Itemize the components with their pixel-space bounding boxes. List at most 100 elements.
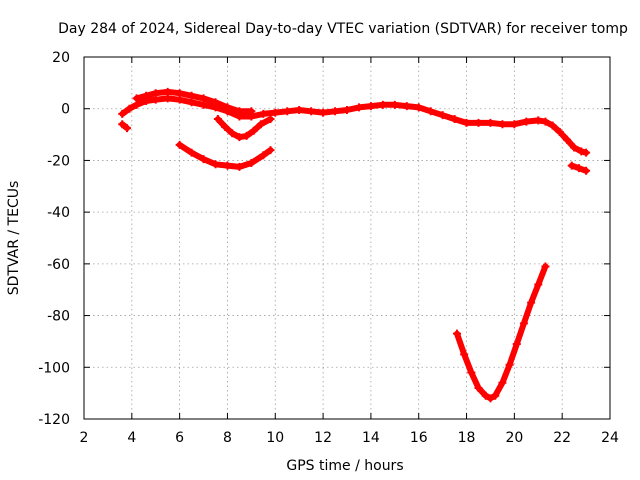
x-axis-label: GPS time / hours	[286, 458, 403, 474]
x-tick-label: 12	[314, 430, 332, 446]
x-tick-label: 4	[127, 430, 136, 446]
x-tick-label: 20	[505, 430, 523, 446]
data-point	[510, 120, 519, 129]
data-point	[426, 107, 435, 116]
y-tick-label: 20	[52, 50, 70, 66]
x-tick-label: 8	[223, 430, 232, 446]
data-point	[378, 100, 387, 109]
data-point	[486, 118, 495, 127]
data-point	[366, 102, 375, 111]
data-point	[125, 104, 134, 113]
data-point	[498, 378, 507, 387]
data-point	[534, 116, 543, 125]
data-point	[519, 319, 528, 328]
data-point	[450, 115, 459, 124]
data-point	[402, 102, 411, 111]
data-point	[199, 94, 208, 103]
data-point	[307, 107, 316, 116]
x-tick-label: 22	[553, 430, 571, 446]
data-point	[163, 87, 172, 96]
data-point	[259, 151, 268, 160]
data-point	[498, 120, 507, 129]
data-point	[235, 107, 244, 116]
data-point	[414, 103, 423, 112]
data-point	[223, 103, 232, 112]
chart-title: Day 284 of 2024, Sidereal Day-to-day VTE…	[58, 21, 628, 37]
data-point	[319, 108, 328, 117]
data-point	[247, 159, 256, 168]
data-point	[548, 121, 557, 130]
x-tick-label: 10	[266, 430, 284, 446]
data-point	[390, 100, 399, 109]
data-point	[527, 298, 536, 307]
data-point	[118, 109, 127, 118]
data-point	[486, 394, 495, 403]
data-point	[467, 368, 476, 377]
data-point	[235, 133, 244, 142]
data-point	[505, 360, 514, 369]
data-point	[223, 161, 232, 170]
data-point	[343, 106, 351, 115]
data-point	[512, 340, 521, 349]
data-point	[249, 126, 258, 135]
data-point	[247, 107, 256, 116]
data-point	[235, 162, 244, 171]
data-point	[187, 91, 196, 100]
data-point	[555, 127, 564, 136]
plot-frame	[83, 56, 611, 420]
data-point	[541, 262, 550, 271]
y-tick-label: -40	[47, 205, 70, 221]
data-point	[570, 143, 579, 152]
y-tick-label: -100	[38, 360, 70, 376]
data-point	[481, 391, 490, 400]
data-point	[582, 166, 591, 175]
data-point	[567, 161, 576, 170]
data-point	[562, 135, 571, 144]
ticks: 2 4 6 8 10 12 14 16 18 20 22 24200-20-40-60-80-100-…	[38, 50, 619, 446]
data-point	[199, 155, 208, 164]
data-point	[582, 148, 591, 157]
data-point	[118, 120, 127, 129]
data-point	[438, 111, 447, 120]
data-point	[295, 106, 304, 115]
data-point	[256, 120, 265, 129]
x-tick-label: 24	[601, 430, 619, 446]
data-point	[474, 118, 483, 127]
data-point	[331, 107, 340, 116]
y-axis-label: SDTVAR / TECUs	[6, 181, 22, 296]
y-tick-label: -60	[47, 257, 70, 273]
data-point	[151, 89, 160, 98]
y-tick-label: -80	[47, 309, 70, 325]
data-point	[534, 280, 543, 289]
data-point	[541, 117, 550, 126]
data-point	[187, 148, 196, 157]
data-point	[142, 91, 151, 100]
data-point	[266, 146, 275, 155]
data-point	[228, 129, 237, 138]
data-point	[211, 160, 220, 169]
data-point	[221, 122, 230, 131]
data-point	[123, 124, 132, 133]
data-point	[452, 329, 461, 338]
data-point	[175, 89, 184, 98]
data-point	[242, 131, 251, 140]
data-point	[577, 147, 586, 156]
data-point	[213, 115, 222, 124]
data-point	[522, 117, 531, 126]
y-tick-label: 0	[61, 102, 70, 118]
data-point	[259, 109, 268, 118]
x-tick-label: 18	[458, 430, 476, 446]
x-tick-label: 2	[80, 430, 89, 446]
data-point	[474, 383, 483, 392]
data-point	[354, 103, 363, 112]
y-tick-label: -20	[47, 153, 70, 169]
data-point	[175, 140, 184, 149]
series-group	[118, 87, 591, 403]
x-tick-label: 14	[362, 430, 380, 446]
y-tick-label: -120	[38, 412, 70, 428]
data-point	[574, 164, 583, 173]
data-point	[266, 115, 275, 124]
x-tick-label: 16	[410, 430, 428, 446]
data-point	[132, 94, 141, 103]
